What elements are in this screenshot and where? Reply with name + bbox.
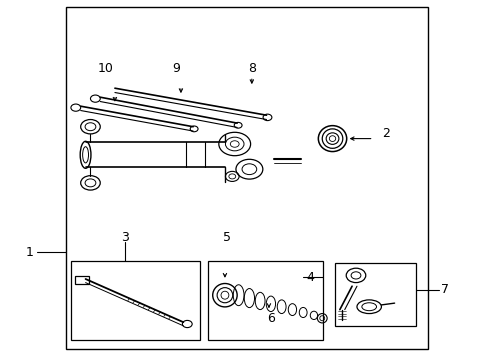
Bar — [71, 261, 200, 340]
Text: 4: 4 — [306, 271, 314, 284]
Text: 3: 3 — [121, 231, 128, 244]
Text: 5: 5 — [223, 231, 231, 244]
Text: 6: 6 — [267, 312, 275, 325]
Bar — [66, 7, 427, 349]
Text: 1: 1 — [25, 246, 33, 258]
Bar — [75, 276, 88, 284]
Bar — [207, 261, 322, 340]
Text: 2: 2 — [382, 127, 389, 140]
Text: 10: 10 — [97, 62, 113, 75]
Text: 9: 9 — [172, 62, 180, 75]
Bar — [334, 263, 415, 326]
Text: 7: 7 — [440, 283, 448, 296]
Text: 8: 8 — [247, 62, 255, 75]
